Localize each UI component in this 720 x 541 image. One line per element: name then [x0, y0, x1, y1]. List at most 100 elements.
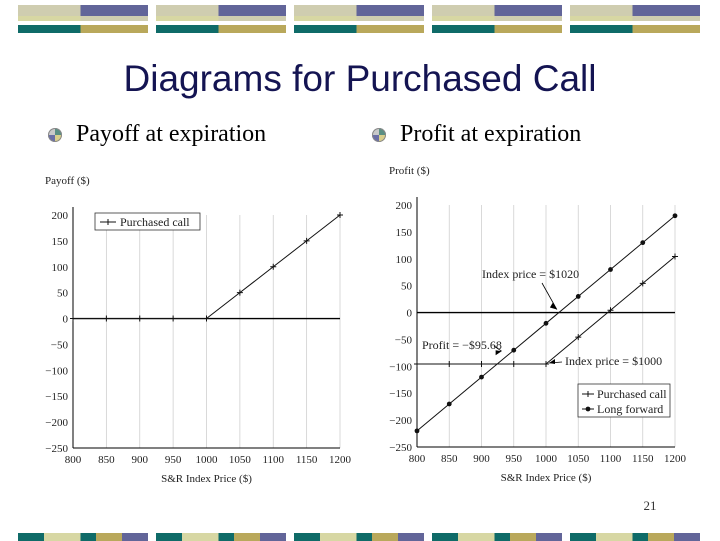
- y-tick-label: 0: [63, 314, 69, 326]
- band-segment: [18, 5, 148, 33]
- y-tick-label: −100: [389, 361, 412, 373]
- data-point: [203, 315, 210, 322]
- data-point: [640, 240, 646, 246]
- y-tick-label: 50: [401, 281, 413, 293]
- x-tick-label: 1050: [567, 453, 590, 465]
- legend-box: [94, 212, 201, 231]
- y-tick-label: −200: [45, 417, 68, 429]
- data-point: [414, 361, 420, 368]
- band-segment: [294, 533, 424, 541]
- y-tick-label: 100: [52, 262, 69, 274]
- legend-label: Purchased call: [120, 215, 190, 229]
- bullet-payoff-label: Payoff at expiration: [76, 121, 267, 147]
- y-axis-label: Profit ($): [389, 165, 430, 177]
- band-segment: [432, 533, 562, 541]
- annotation-arrow: [493, 345, 502, 352]
- x-tick-label: 1000: [535, 453, 558, 465]
- bullet-profit: Profit at expiration: [372, 121, 581, 148]
- y-tick-label: 0: [407, 308, 413, 320]
- band-segment: [18, 533, 148, 541]
- data-point: [414, 428, 420, 434]
- x-tick-label: 900: [473, 453, 490, 465]
- data-point: [478, 361, 485, 368]
- x-tick-label: 1000: [196, 454, 219, 466]
- bullet-payoff: Payoff at expiration: [48, 121, 266, 148]
- data-point: [607, 307, 614, 314]
- x-tick-label: 800: [409, 453, 426, 465]
- band-segment: [156, 533, 286, 541]
- annotation-profit: Profit = −$95.68: [422, 338, 502, 352]
- x-tick-label: 1100: [600, 453, 622, 465]
- y-tick-label: 200: [396, 200, 413, 212]
- x-tick-label: 950: [506, 453, 523, 465]
- data-point: [511, 347, 517, 353]
- y-tick-label: −250: [389, 442, 412, 454]
- x-tick-label: 900: [132, 454, 149, 466]
- slide-number: 21: [643, 498, 657, 513]
- data-point: [672, 253, 678, 260]
- data-point: [236, 289, 243, 296]
- bullet-profit-label: Profit at expiration: [400, 121, 582, 147]
- arrowhead: [495, 350, 502, 356]
- band-segment: [432, 5, 562, 33]
- data-point: [70, 315, 76, 322]
- header-color-band: [0, 5, 720, 35]
- y-tick-label: 200: [52, 210, 69, 222]
- x-tick-label: 950: [165, 454, 182, 466]
- data-point: [103, 315, 110, 322]
- y-tick-label: 150: [396, 227, 413, 239]
- band-segment: [294, 5, 424, 33]
- data-point: [170, 315, 177, 322]
- data-point: [543, 361, 549, 368]
- slide-title: Diagrams for Purchased Call: [123, 58, 597, 99]
- legend-box: [577, 383, 671, 418]
- x-tick-label: 800: [65, 454, 82, 466]
- x-tick-label: 850: [441, 453, 458, 465]
- annotation-index-1020: Index price = $1020: [482, 267, 579, 281]
- profit-chart: Profit ($) S&R Index Price ($) 200 150 100 50…: [389, 165, 687, 484]
- y-tick-label: 50: [57, 288, 69, 300]
- data-point: [479, 374, 484, 380]
- y-tick-label: −250: [45, 443, 68, 455]
- band-segment: [570, 5, 700, 33]
- x-tick-label: 850: [98, 454, 115, 466]
- x-tick-label: 1100: [262, 454, 284, 466]
- data-point: [270, 263, 277, 270]
- y-tick-label: −50: [51, 339, 69, 351]
- x-tick-label: 1200: [664, 453, 687, 465]
- legend-marker: [100, 219, 116, 225]
- legend-label: Long forward: [597, 402, 663, 416]
- bullet-icon: [48, 127, 62, 142]
- legend-marker: [585, 406, 591, 412]
- annotation-index-1000: Index price = $1000: [565, 354, 662, 368]
- data-point: [672, 213, 678, 219]
- annotation-arrow: [541, 282, 558, 310]
- band-segment: [570, 533, 700, 541]
- payoff-chart: Payoff ($) S&R Index Price ($) 200 150 100 50…: [45, 175, 352, 485]
- bullet-icon: [372, 127, 386, 142]
- y-tick-label: −100: [45, 365, 68, 377]
- x-tick-label: 1150: [632, 453, 654, 465]
- band-segment: [156, 5, 286, 33]
- data-point: [575, 334, 582, 341]
- data-point: [446, 401, 452, 407]
- data-point: [446, 361, 453, 368]
- y-tick-label: −50: [395, 334, 413, 346]
- y-tick-label: −150: [45, 391, 68, 403]
- x-tick-label: 1200: [329, 454, 352, 466]
- y-tick-label: −200: [389, 415, 412, 427]
- data-point: [136, 315, 143, 322]
- data-point: [639, 280, 646, 287]
- legend-label: Purchased call: [597, 387, 667, 401]
- data-point: [337, 212, 343, 218]
- arrowhead: [549, 359, 555, 365]
- data-point: [303, 237, 310, 244]
- legend-marker: [582, 391, 594, 397]
- x-axis-label: S&R Index Price ($): [161, 473, 252, 485]
- x-tick-label: 1050: [229, 454, 252, 466]
- y-tick-label: 150: [52, 236, 69, 248]
- arrowhead: [549, 302, 557, 310]
- y-tick-label: −150: [389, 388, 412, 400]
- data-point: [510, 361, 517, 368]
- x-axis-label: S&R Index Price ($): [501, 472, 592, 484]
